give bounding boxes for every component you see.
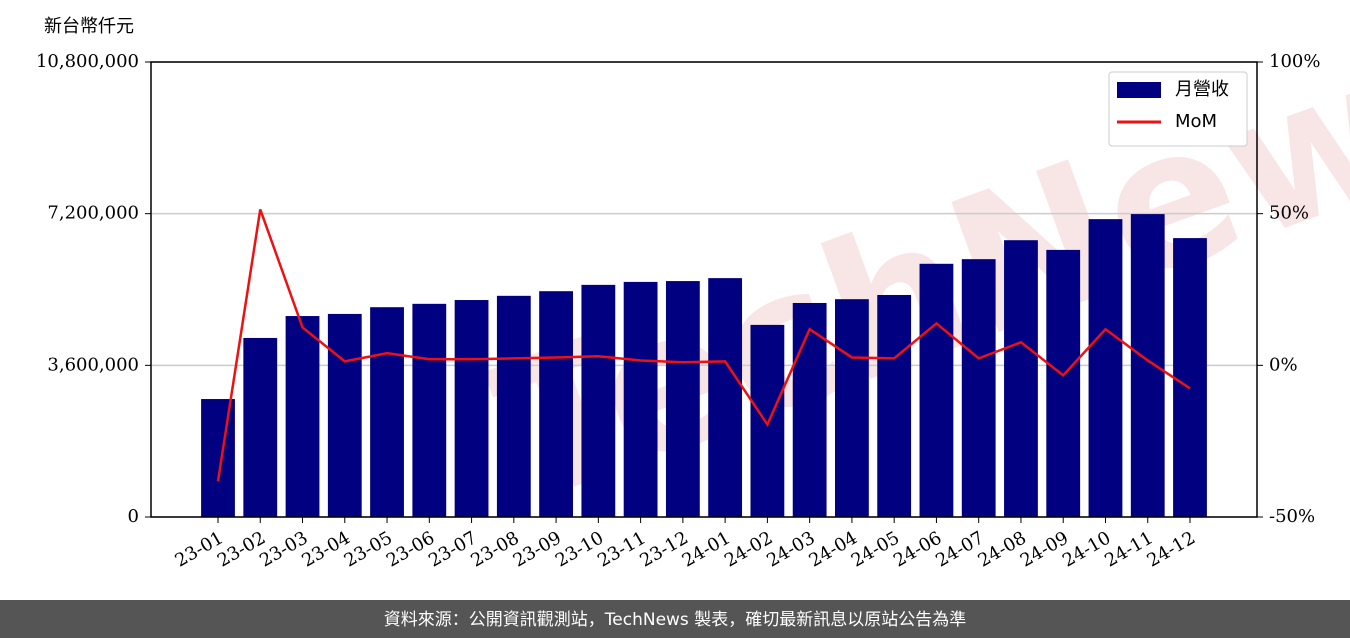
bar xyxy=(1173,238,1207,517)
x-tick-label: 24-12 xyxy=(1144,527,1199,571)
bar xyxy=(327,313,362,517)
bar xyxy=(581,284,616,517)
bar xyxy=(792,302,827,517)
y-axis-title: 新台幣仟元 xyxy=(44,16,134,37)
bar xyxy=(1004,240,1038,518)
bar xyxy=(961,259,996,517)
y-tick-label: 7,200,000 xyxy=(47,203,139,224)
legend-swatch xyxy=(1117,82,1161,98)
bar xyxy=(370,307,404,517)
bar xyxy=(201,399,235,517)
bar xyxy=(1046,249,1081,518)
bar xyxy=(919,263,954,517)
bar xyxy=(665,281,700,517)
bar xyxy=(496,295,531,517)
y2-tick-label: 100% xyxy=(1269,51,1320,72)
bar xyxy=(539,291,573,517)
footer-bar xyxy=(0,600,1350,638)
bar xyxy=(708,278,743,517)
bar xyxy=(623,281,658,517)
bar xyxy=(412,303,447,517)
y-tick-label: 10,800,000 xyxy=(36,51,139,72)
bar xyxy=(750,324,785,517)
legend-label: MoM xyxy=(1175,111,1217,132)
bar xyxy=(285,316,320,517)
bar xyxy=(877,294,912,517)
line xyxy=(216,208,1191,482)
bar xyxy=(1130,214,1165,518)
legend-label: 月營收 xyxy=(1175,79,1229,100)
bar xyxy=(1088,219,1123,517)
y2-tick-label: 50% xyxy=(1269,203,1309,224)
plot-frame xyxy=(150,61,1258,518)
bar xyxy=(243,337,278,517)
y-tick-label: 3,600,000 xyxy=(47,354,139,375)
bar xyxy=(454,300,489,517)
bar xyxy=(835,299,869,517)
footer-text: 資料來源：公開資訊觀測站，TechNews 製表，確切最新訊息以原站公告為準 xyxy=(384,610,966,630)
y2-tick-label: 0% xyxy=(1269,354,1298,375)
y2-tick-label: -50% xyxy=(1269,506,1315,527)
y-tick-label: 0 xyxy=(128,506,139,527)
